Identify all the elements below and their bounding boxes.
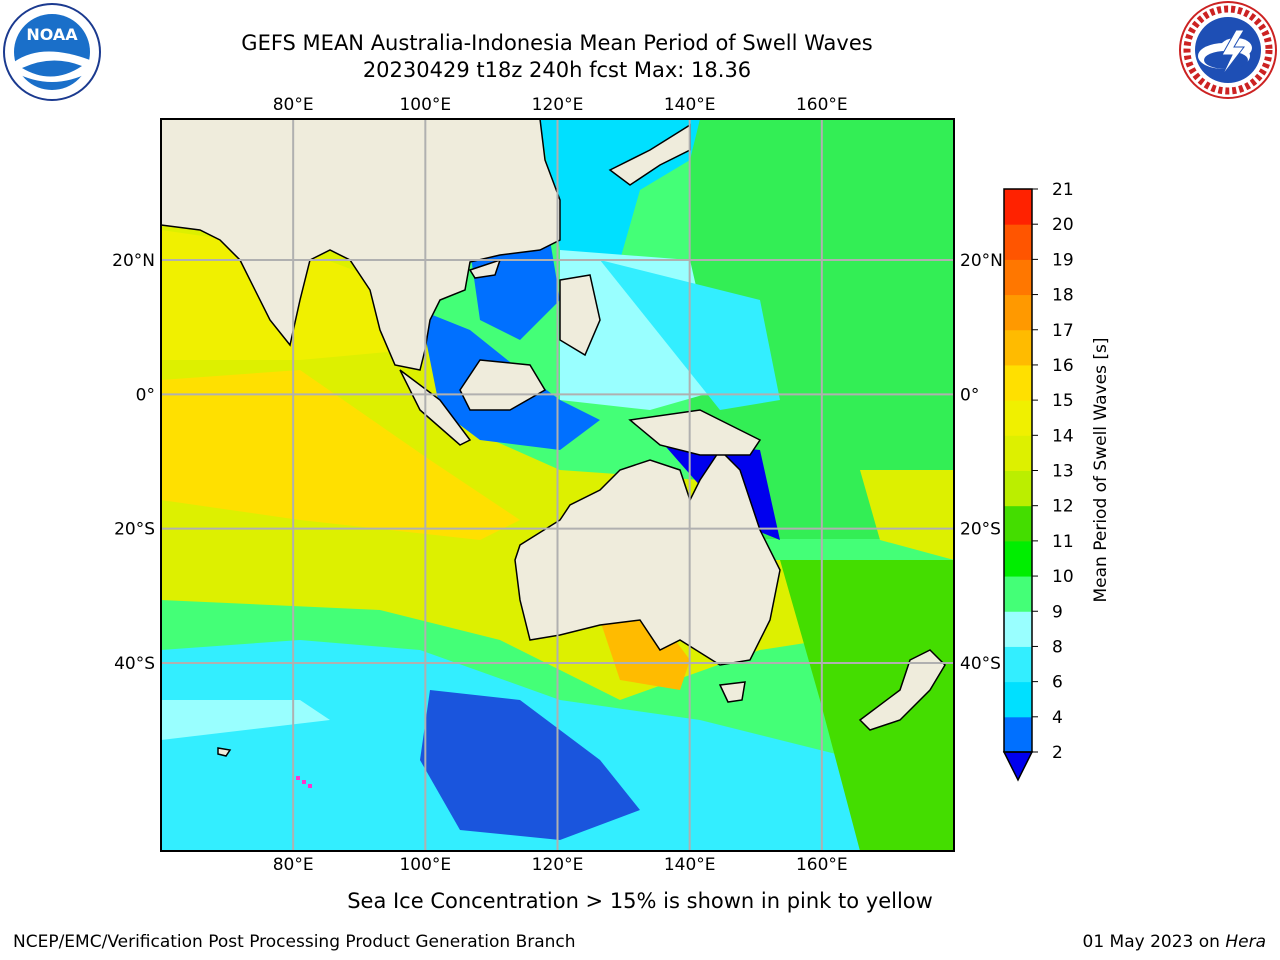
colorbar-label: Mean Period of Swell Waves [s] <box>1091 338 1111 603</box>
land <box>161 119 946 757</box>
lon-label-bottom: 140°E <box>664 855 716 875</box>
colorbar-bin <box>1004 611 1032 647</box>
date-value: 01 May 2023 on <box>1082 932 1226 952</box>
colorbar-tick-label: 8 <box>1052 637 1063 657</box>
lat-label-left: 20°S <box>114 520 155 540</box>
colorbar-under-arrow <box>1002 751 1034 782</box>
colorbar-bin <box>1004 224 1032 260</box>
colorbar-tick-label: 15 <box>1052 391 1074 411</box>
australia-landmass <box>514 448 781 666</box>
credit-text: NCEP/EMC/Verification Post Processing Pr… <box>13 932 576 952</box>
national-weather-service-logo-icon <box>1179 1 1277 99</box>
asia-landmass <box>161 119 561 371</box>
lat-label-left: 40°S <box>114 654 155 674</box>
lon-label-bottom: 160°E <box>796 855 848 875</box>
lon-label-top: 160°E <box>796 95 848 115</box>
colorbar-bin <box>1004 189 1032 225</box>
colorbar-tick-label: 9 <box>1052 602 1063 622</box>
colorbar-tick-label: 20 <box>1052 215 1074 235</box>
colorbar-tick-label: 21 <box>1052 180 1074 200</box>
colorbar-tick-label: 10 <box>1052 567 1074 587</box>
new-zealand-landmass <box>858 649 946 731</box>
lon-label-bottom: 80°E <box>273 855 314 875</box>
lat-label-right: 40°S <box>960 654 1001 674</box>
map-frame <box>160 118 955 852</box>
borneo-landmass <box>459 359 547 411</box>
noaa-logo-icon: NOAA <box>3 3 101 101</box>
tasmania-landmass <box>718 681 746 703</box>
new-guinea-landmass <box>628 409 762 456</box>
noaa-logo-text: NOAA <box>26 25 78 44</box>
gridlines <box>161 119 954 851</box>
colorbar-bin <box>1004 329 1032 366</box>
lat-label-left: 20°N <box>112 251 155 271</box>
kerguelen-landmass <box>217 747 232 757</box>
colorbar-bin <box>1004 435 1032 471</box>
hainan-landmass <box>468 258 502 279</box>
lon-label-top: 80°E <box>273 95 314 115</box>
lon-label-top: 140°E <box>664 95 716 115</box>
axis-labels: 80°E 80°E 100°E 100°E 120°E 120°E 140°E 140°E 16… <box>112 95 1003 875</box>
lat-label-left: 0° <box>136 385 155 405</box>
colorbar-tick-label: 2 <box>1052 743 1063 763</box>
host-name: Hera <box>1225 932 1266 952</box>
lon-label-top: 120°E <box>532 95 584 115</box>
lat-label-right: 0° <box>960 385 979 405</box>
lat-label-right: 20°N <box>960 251 1003 271</box>
colorbar-bin <box>1004 470 1032 507</box>
colorbar-bin <box>1004 540 1032 577</box>
chart-subtitle: 20230429 t18z 240h fcst Max: 18.36 <box>362 58 752 82</box>
lat-label-right: 20°S <box>960 520 1001 540</box>
colorbar-bin <box>1004 294 1032 331</box>
colorbar-tick-label: 4 <box>1052 708 1063 728</box>
colorbar-tick-label: 12 <box>1052 497 1074 517</box>
colorbar-bin <box>1004 646 1032 683</box>
colorbar-tick-label: 17 <box>1052 321 1074 341</box>
lon-label-bottom: 120°E <box>532 855 584 875</box>
colorbar-tick-label: 13 <box>1052 462 1074 482</box>
colorbar-tick-label: 6 <box>1052 673 1063 693</box>
colorbar-tick-label: 11 <box>1052 532 1074 552</box>
colorbar-tick-label: 18 <box>1052 286 1074 306</box>
colorbar-bin <box>1004 259 1032 296</box>
colorbar-tick-label: 14 <box>1052 426 1074 446</box>
colorbar-bin <box>1004 400 1032 436</box>
colorbar-bin <box>1004 505 1032 542</box>
colorbar-bin <box>1004 681 1032 718</box>
colorbar-tick-label: 19 <box>1052 250 1074 270</box>
colorbar-tick-label: 16 <box>1052 356 1074 376</box>
lon-label-bottom: 100°E <box>399 855 451 875</box>
colorbar-bin <box>1004 364 1032 401</box>
sea-ice-marker <box>296 776 312 788</box>
philippines-landmass <box>559 274 601 357</box>
date-text: 01 May 2023 on Hera <box>1083 932 1267 952</box>
lon-label-top: 100°E <box>399 95 451 115</box>
sea-ice-note: Sea Ice Concentration > 15% is shown in … <box>347 889 933 913</box>
chart-title: GEFS MEAN Australia-Indonesia Mean Perio… <box>241 31 873 55</box>
colorbar-bin <box>1004 576 1032 612</box>
colorbar-bin <box>1004 716 1032 753</box>
